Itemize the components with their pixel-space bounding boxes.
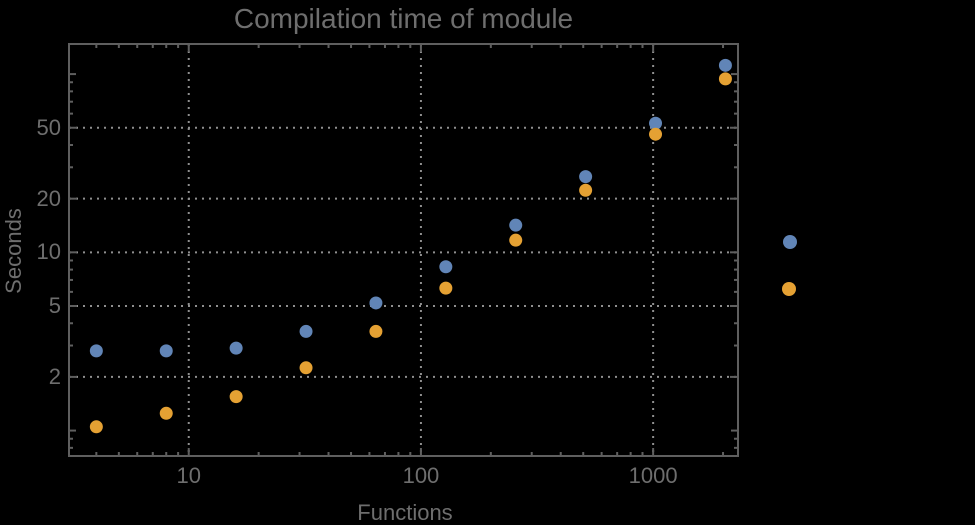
data-point-orange: [649, 127, 663, 141]
data-point-blue: [159, 344, 173, 358]
data-point-blue: [649, 116, 663, 130]
y-tick-label: 50: [36, 114, 61, 140]
legend-marker-blue: [783, 235, 797, 249]
data-point-orange: [579, 183, 593, 197]
y-tick-label: 10: [36, 239, 61, 265]
data-point-blue: [299, 324, 313, 338]
data-point-blue: [89, 344, 103, 358]
data-point-orange: [718, 72, 732, 86]
data-point-blue: [369, 296, 383, 310]
data-point-blue: [579, 170, 593, 184]
y-tick-label: 5: [48, 292, 61, 318]
data-point-orange: [159, 406, 173, 420]
data-point-orange: [229, 390, 243, 404]
data-point-orange: [509, 233, 523, 247]
data-point-blue: [439, 260, 453, 274]
data-point-blue: [229, 341, 243, 355]
data-point-orange: [439, 281, 453, 295]
y-tick-label: 20: [36, 185, 61, 211]
x-axis-label: Functions: [357, 500, 453, 525]
x-tick-label: 100: [402, 463, 440, 488]
chart-title: Compilation time of module: [233, 3, 574, 34]
y-tick-label: 2: [48, 363, 61, 389]
data-point-blue: [509, 218, 523, 232]
data-point-orange: [89, 420, 103, 434]
legend-marker-orange: [782, 282, 796, 296]
x-tick-label: 1000: [628, 463, 678, 488]
data-point-orange: [299, 361, 313, 375]
plot-frame: [68, 43, 739, 457]
x-tick-label: 10: [176, 463, 201, 488]
data-point-orange: [369, 324, 383, 338]
data-point-blue: [718, 58, 732, 72]
